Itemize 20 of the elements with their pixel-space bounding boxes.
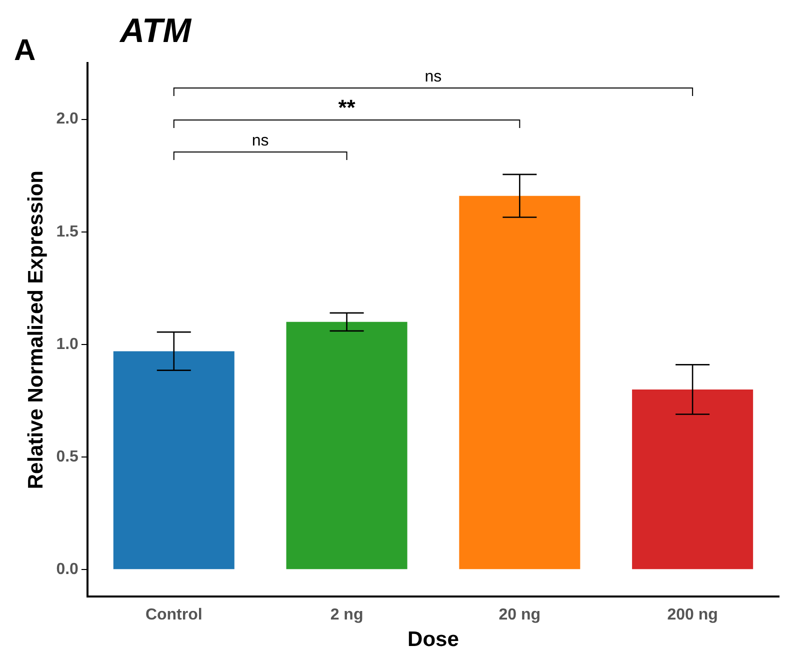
annotation: ns (424, 68, 442, 86)
x-axis-title: Dose (408, 628, 459, 652)
y-tick-label: 2.0 (56, 110, 79, 128)
y-tick-label: 0.0 (56, 560, 79, 578)
bar (286, 322, 408, 570)
x-tick-label: 20 ng (498, 606, 541, 624)
annotation: ns (252, 132, 269, 150)
bar (113, 351, 234, 570)
annotation: ** (338, 95, 356, 120)
bar (459, 196, 580, 570)
y-tick-label: 0.5 (56, 448, 79, 466)
x-tick-label: Control (145, 606, 202, 624)
y-tick-label: 1.0 (56, 336, 79, 353)
chart-title: ATM (119, 12, 192, 50)
x-tick-label: 200 ng (667, 606, 718, 624)
y-tick-label: 1.5 (56, 223, 79, 240)
x-tick-label: 2 ng (330, 606, 364, 624)
bar (632, 389, 754, 570)
text: A (14, 34, 36, 67)
y-axis-title: Relative Normalized Expression (24, 170, 48, 490)
